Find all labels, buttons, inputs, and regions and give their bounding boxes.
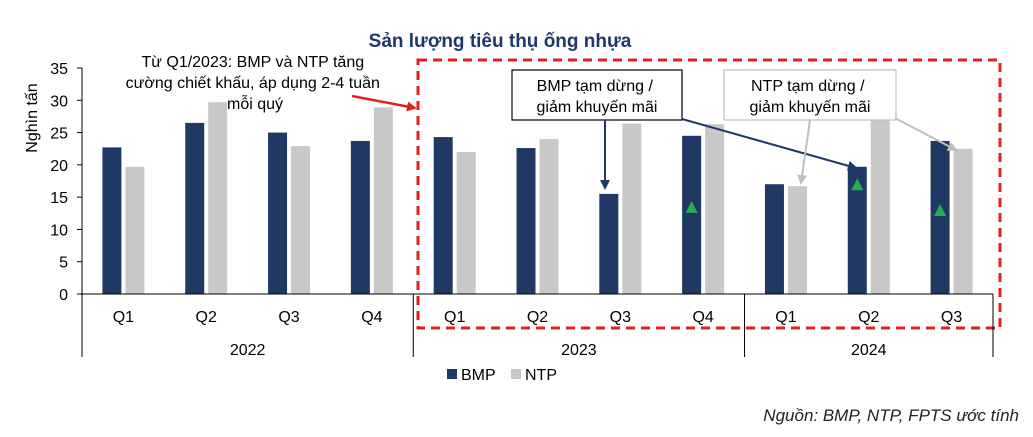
- bar-ntp: [953, 148, 973, 294]
- bar-ntp: [208, 102, 228, 294]
- legend-swatch-ntp: [511, 369, 521, 379]
- x-tick-label: Q3: [941, 309, 962, 326]
- legend-label-bmp: BMP: [461, 367, 496, 384]
- bar-bmp: [599, 193, 619, 294]
- y-axis: 0 5 10 15 20 25 30 35: [50, 61, 83, 304]
- bar-bmp: [847, 166, 867, 294]
- y-tick-label: 15: [50, 190, 68, 207]
- annotation-discount-arrow: [351, 94, 417, 112]
- y-axis-label: Nghìn tấn: [24, 83, 41, 152]
- annotation-ntp-arrow-q1: [797, 119, 811, 185]
- bar-bmp: [433, 137, 453, 294]
- y-tick-label: 20: [50, 158, 68, 175]
- annotation-bmp-arrow-q2: [681, 118, 858, 171]
- y-tick-label: 25: [50, 126, 68, 143]
- bar-bmp: [350, 140, 370, 294]
- year-label: 2023: [561, 342, 597, 359]
- x-tick-label: Q2: [527, 309, 548, 326]
- y-tick-label: 35: [50, 61, 68, 78]
- bar-bmp: [930, 140, 950, 294]
- y-tick-label: 10: [50, 222, 68, 239]
- bar-ntp: [125, 166, 145, 294]
- chart-title: Sản lượng tiêu thụ ống nhựa: [369, 31, 632, 52]
- bar-ntp: [373, 107, 393, 294]
- bar-bmp: [268, 132, 288, 294]
- year-label: 2022: [230, 342, 266, 359]
- bar-ntp: [539, 139, 559, 294]
- x-tick-label: Q3: [610, 309, 631, 326]
- bar-bmp: [764, 184, 784, 294]
- bar-bmp: [102, 147, 122, 294]
- up-triangle-icon: [685, 200, 698, 213]
- bar-ntp: [622, 123, 642, 294]
- annotation-ntp-box: [723, 69, 897, 121]
- y-tick-label: 0: [59, 287, 68, 304]
- x-tick-label: Q4: [692, 309, 713, 326]
- bar-ntp: [705, 124, 725, 294]
- y-tick-label: 30: [50, 93, 68, 110]
- x-tick-label: Q2: [196, 309, 217, 326]
- x-tick-label: Q1: [113, 309, 134, 326]
- x-tick-label: Q4: [361, 309, 382, 326]
- bar-ntp: [291, 146, 311, 294]
- x-axis: Q1 Q2 Q3 Q4 Q1 Q2 Q3 Q4 Q1 Q2 Q3 2022 2023 2024: [81, 293, 994, 359]
- x-tick-label: Q2: [858, 309, 879, 326]
- legend: BMP NTP: [447, 367, 557, 384]
- legend-label-ntp: NTP: [525, 367, 557, 384]
- up-triangle-icon: [851, 178, 864, 191]
- bar-ntp: [870, 92, 890, 294]
- year-label: 2024: [851, 342, 887, 359]
- annotation-ntp-arrow-q3: [894, 117, 958, 151]
- x-tick-label: Q1: [444, 309, 465, 326]
- bar-bmp: [516, 148, 536, 294]
- annotation-bmp: BMP tạm dừng / giảm khuyến mãi: [537, 78, 658, 116]
- bar-ntp: [787, 186, 807, 294]
- x-tick-label: Q3: [278, 309, 299, 326]
- bar-bmp: [185, 122, 205, 294]
- annotation-bmp-box: [511, 69, 683, 121]
- x-tick-label: Q1: [775, 309, 796, 326]
- bar-bmp: [682, 135, 702, 294]
- bar-ntp: [456, 151, 476, 294]
- source-note: Nguồn: BMP, NTP, FPTS ước tính: [763, 406, 1019, 425]
- y-tick-label: 5: [59, 255, 68, 272]
- up-markers: [685, 178, 947, 217]
- highlight-box: [416, 58, 1002, 330]
- up-triangle-icon: [934, 204, 947, 217]
- annotation-discount: Từ Q1/2023: BMP và NTP tăng cường chiết …: [126, 54, 385, 113]
- bars: [102, 92, 973, 294]
- annotation-ntp: NTP tạm dừng / giảm khuyến mãi: [750, 78, 871, 116]
- legend-swatch-bmp: [447, 369, 457, 379]
